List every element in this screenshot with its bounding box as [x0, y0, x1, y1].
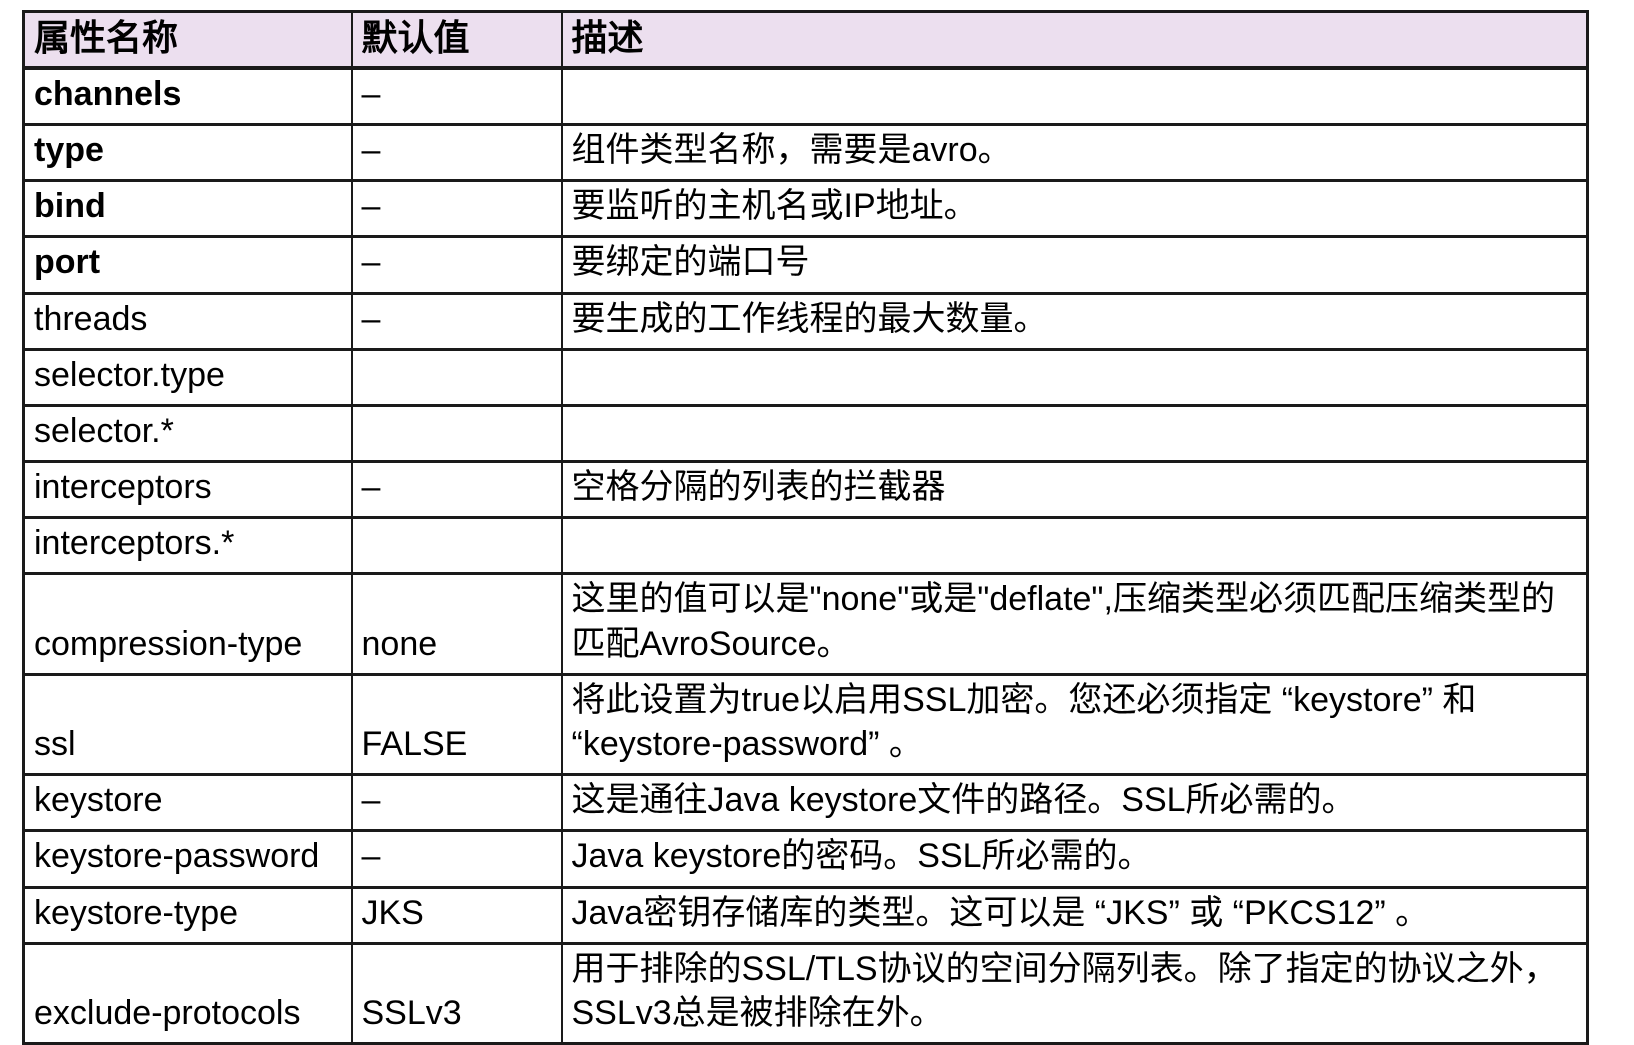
table-row: exclude-protocols SSLv3 用于排除的SSL/TLS协议的空间分… [22, 941, 1589, 1045]
description-cell: Java密钥存储库的类型。这可以是 “JKS” 或 “PKCS12” 。 [560, 885, 1589, 945]
description-cell [560, 516, 1589, 576]
property-name-cell: selector.type [22, 347, 353, 407]
property-name-cell: channels [22, 66, 353, 126]
default-value-cell: – [350, 460, 563, 520]
description-cell [560, 403, 1589, 464]
table-row: interceptors.* [22, 516, 1589, 576]
property-name-cell: exclude-protocols [22, 941, 353, 1045]
col-header-property-name: 属性名称 [22, 9, 353, 70]
description-cell: 组件类型名称，需要是avro。 [560, 122, 1589, 183]
table-row: keystore-password – Java keystore的密码。SSL所必… [22, 829, 1589, 889]
default-value-cell: – [350, 122, 563, 183]
default-value-cell: SSLv3 [350, 941, 563, 1045]
description-cell: 将此设置为true以启用SSL加密。您还必须指定 “keystore” 和 “k… [560, 672, 1589, 777]
description-cell: 空格分隔的列表的拦截器 [560, 460, 1589, 520]
table-row: selector.type [22, 347, 1589, 407]
table-row: channels – [22, 66, 1589, 126]
header-row: 属性名称 默认值 描述 [22, 9, 1589, 70]
description-cell: 要监听的主机名或IP地址。 [560, 179, 1589, 239]
table-row: type – 组件类型名称，需要是avro。 [22, 122, 1589, 183]
table-row: bind – 要监听的主机名或IP地址。 [22, 179, 1589, 239]
description-cell: 这是通往Java keystore文件的路径。SSL所必需的。 [560, 773, 1589, 833]
table-row: interceptors – 空格分隔的列表的拦截器 [22, 460, 1589, 520]
property-name-cell: threads [22, 291, 353, 351]
default-value-cell: – [350, 291, 563, 351]
table-row: keystore-type JKS Java密钥存储库的类型。这可以是 “JKS” … [22, 885, 1589, 945]
properties-table: 属性名称 默认值 描述 channels – type – 组件类型名称，需要是avro… [22, 9, 1589, 1045]
table-row: compression-type none 这里的值可以是"none"或是"defl… [22, 572, 1589, 676]
table-header: 属性名称 默认值 描述 [22, 9, 1589, 70]
description-cell: 要绑定的端口号 [560, 235, 1589, 295]
property-name-cell: selector.* [22, 403, 353, 464]
table-body: channels – type – 组件类型名称，需要是avro。 bind – 要监听的主机… [22, 66, 1589, 1045]
property-name-cell: type [22, 122, 353, 183]
table-row: threads – 要生成的工作线程的最大数量。 [22, 291, 1589, 351]
default-value-cell [350, 516, 563, 576]
property-name-cell: compression-type [22, 572, 353, 676]
property-name-cell: interceptors.* [22, 516, 353, 576]
property-name-cell: keystore-password [22, 829, 353, 889]
table-row: selector.* [22, 403, 1589, 464]
description-cell: 这里的值可以是"none"或是"deflate",压缩类型必须匹配压缩类型的匹配… [560, 572, 1589, 676]
default-value-cell: none [350, 572, 563, 676]
default-value-cell [350, 403, 563, 464]
property-name-cell: interceptors [22, 460, 353, 520]
property-name-cell: keystore-type [22, 885, 353, 945]
default-value-cell [350, 347, 563, 407]
default-value-cell: FALSE [350, 672, 563, 777]
col-header-default-value: 默认值 [350, 9, 563, 70]
default-value-cell: JKS [350, 885, 563, 945]
table-row: port – 要绑定的端口号 [22, 235, 1589, 295]
default-value-cell: – [350, 179, 563, 239]
property-name-cell: port [22, 235, 353, 295]
description-cell [560, 347, 1589, 407]
property-name-cell: keystore [22, 773, 353, 833]
default-value-cell: – [350, 829, 563, 889]
default-value-cell: – [350, 773, 563, 833]
property-name-cell: bind [22, 179, 353, 239]
description-cell: 要生成的工作线程的最大数量。 [560, 291, 1589, 351]
description-cell: 用于排除的SSL/TLS协议的空间分隔列表。除了指定的协议之外，SSLv3总是被… [560, 941, 1589, 1045]
table-row: ssl FALSE 将此设置为true以启用SSL加密。您还必须指定 “keysto… [22, 672, 1589, 777]
col-header-description: 描述 [560, 9, 1589, 70]
default-value-cell: – [350, 66, 563, 126]
description-cell: Java keystore的密码。SSL所必需的。 [560, 829, 1589, 889]
table-row: keystore – 这是通往Java keystore文件的路径。SSL所必需的。 [22, 773, 1589, 833]
property-name-cell: ssl [22, 672, 353, 777]
default-value-cell: – [350, 235, 563, 295]
description-cell [560, 66, 1589, 126]
